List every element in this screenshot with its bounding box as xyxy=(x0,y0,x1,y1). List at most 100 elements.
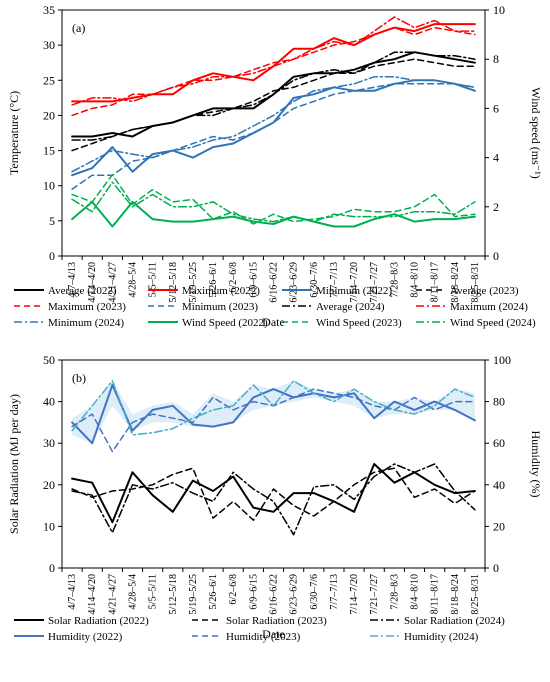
left-tick-label: 25 xyxy=(43,73,55,87)
series-line-wind-speed-2022 xyxy=(71,200,476,228)
series-line-minimum-2024 xyxy=(71,76,476,173)
legend-entry: Humidity (2022) xyxy=(48,631,123,643)
legend-entry: Maximum (2023) xyxy=(48,301,126,313)
x-tick-label: 8/18–8/24 xyxy=(450,262,461,303)
series-line-wind-speed-2023 xyxy=(71,174,476,225)
x-tick-label: 4/7–4/13 xyxy=(67,574,78,610)
legend-entry: Minimum (2023) xyxy=(182,301,258,313)
right-tick-label: 100 xyxy=(493,353,511,367)
legend-entry: Average (2023) xyxy=(450,285,519,297)
right-tick-label: 10 xyxy=(493,3,505,17)
x-tick-label: 5/5–5/11 xyxy=(148,574,159,609)
x-tick-label: 4/14–4/20 xyxy=(87,574,98,615)
x-tick-label: 8/4–8/10 xyxy=(410,574,421,610)
left-tick-label: 30 xyxy=(43,38,55,52)
x-tick-label: 7/28–8/3 xyxy=(389,574,400,610)
x-tick-label: 8/11–8/17 xyxy=(430,574,441,614)
x-tick-label: 7/28–8/3 xyxy=(389,262,400,298)
x-tick-label: 6/30–7/6 xyxy=(309,574,320,610)
legend-entry: Solar Radiation (2022) xyxy=(48,615,149,627)
x-tick-label: 7/21–7/27 xyxy=(369,262,380,303)
legend-entry: Average (2022) xyxy=(48,285,117,297)
legend-entry: Humidity (2024) xyxy=(404,631,479,643)
chart-panel-1: 0 5 10 15 20 25 30 35 0 2 4 6 8 10 4/7–4/13 4/14–4/20 4/… xyxy=(7,3,543,329)
x-tick-label: 6/23–6/29 xyxy=(289,262,300,303)
x-tick-label: 4/14–4/20 xyxy=(87,262,98,303)
series-line-minimum-2023 xyxy=(71,83,476,190)
plot-frame xyxy=(61,359,486,569)
left-tick-label: 15 xyxy=(43,144,55,158)
x-tick-label: 4/21–4/27 xyxy=(107,262,118,303)
x-tick-label: 6/16–6/22 xyxy=(269,574,280,615)
x-tick-label: 4/7–4/13 xyxy=(67,262,78,298)
x-axis-title: Date xyxy=(262,315,285,329)
right-tick-label: 0 xyxy=(493,249,499,263)
legend-entry: Average (2024) xyxy=(316,301,385,313)
series-line-solar-radiation-2023 xyxy=(71,467,476,521)
left-tick-label: 20 xyxy=(43,478,55,492)
x-tick-label: 6/23–6/29 xyxy=(289,574,300,615)
left-tick-label: 40 xyxy=(43,395,55,409)
legend-entry: Wind Speed (2022) xyxy=(182,317,268,329)
right-tick-label: 0 xyxy=(493,561,499,575)
x-tick-label: 8/4–8/10 xyxy=(410,262,421,298)
left-tick-label: 20 xyxy=(43,108,55,122)
x-tick-label: 6/2–6/8 xyxy=(228,262,239,293)
right-tick-label: 80 xyxy=(493,395,505,409)
x-tick-label: 8/25–8/31 xyxy=(470,262,481,303)
right-tick-label: 2 xyxy=(493,200,499,214)
legend: Solar Radiation (2022) Solar Radiation (2… xyxy=(14,615,505,643)
series-line-maximum-2023 xyxy=(71,26,476,117)
left-tick-label: 5 xyxy=(49,214,55,228)
x-tick-label: 4/28–5/4 xyxy=(128,574,139,610)
plot-frame xyxy=(61,9,486,257)
series-line-solar-radiation-2024 xyxy=(71,463,476,536)
x-tick-label: 5/5–5/11 xyxy=(148,262,159,297)
series-line-maximum-2024 xyxy=(71,16,476,106)
left-tick-label: 0 xyxy=(49,249,55,263)
right-tick-label: 60 xyxy=(493,436,505,450)
x-tick-label: 6/16–6/22 xyxy=(269,262,280,303)
x-tick-label: 6/9–6/15 xyxy=(248,574,259,610)
x-tick-label: 7/7–7/13 xyxy=(329,262,340,298)
right-tick-label: 6 xyxy=(493,101,499,115)
legend-entry: Maximum (2022) xyxy=(182,285,260,297)
left-axis-title: Temperature (°C) xyxy=(7,91,21,175)
left-tick-label: 35 xyxy=(43,3,55,17)
legend-entry: Minimum (2024) xyxy=(48,317,124,329)
right-axis-title: Wind speed (ms⁻¹) xyxy=(529,87,543,178)
left-tick-label: 0 xyxy=(49,561,55,575)
legend-entry: Wind Speed (2024) xyxy=(450,317,536,329)
x-tick-label: 6/2–6/8 xyxy=(228,574,239,605)
legend-entry: Minimum (2022) xyxy=(316,285,392,297)
x-tick-label: 6/30–7/6 xyxy=(309,262,320,298)
x-tick-label: 7/21–7/27 xyxy=(369,574,380,615)
x-tick-label: 4/28–5/4 xyxy=(128,262,139,298)
panel-label: (a) xyxy=(72,21,85,35)
x-tick-label: 7/14–7/20 xyxy=(349,262,360,303)
left-tick-label: 30 xyxy=(43,436,55,450)
x-tick-label: 7/7–7/13 xyxy=(329,574,340,610)
x-tick-label: 5/19–5/25 xyxy=(188,574,199,615)
right-tick-label: 4 xyxy=(493,151,499,165)
x-tick-label: 6/9–6/15 xyxy=(248,262,259,298)
x-tick-label: 5/26–6/1 xyxy=(208,262,219,298)
left-tick-label: 50 xyxy=(43,353,55,367)
x-tick-label: 4/21–4/27 xyxy=(107,574,118,615)
series-line-humidity-2022 xyxy=(71,384,476,445)
x-tick-label: 5/12–5/18 xyxy=(168,574,179,615)
right-tick-label: 8 xyxy=(493,52,499,66)
series-line-solar-radiation-2022 xyxy=(71,463,476,524)
x-tick-label: 5/12–5/18 xyxy=(168,262,179,303)
x-axis-title: Date xyxy=(262,627,285,641)
series-line-minimum-2022 xyxy=(71,79,476,177)
legend-entry: Wind Speed (2023) xyxy=(316,317,402,329)
x-tick-label: 8/25–8/31 xyxy=(470,574,481,615)
series-line-average-2024 xyxy=(71,51,476,141)
right-tick-label: 20 xyxy=(493,519,505,533)
legend-entry: Humidity (2023) xyxy=(226,631,301,643)
x-tick-label: 8/18–8/24 xyxy=(450,574,461,615)
panel-label: (b) xyxy=(72,371,86,385)
chart-panel-2: 0 10 20 30 40 50 0 20 40 60 80 100 4/7–4/13 4/14–4/20… xyxy=(7,353,543,643)
